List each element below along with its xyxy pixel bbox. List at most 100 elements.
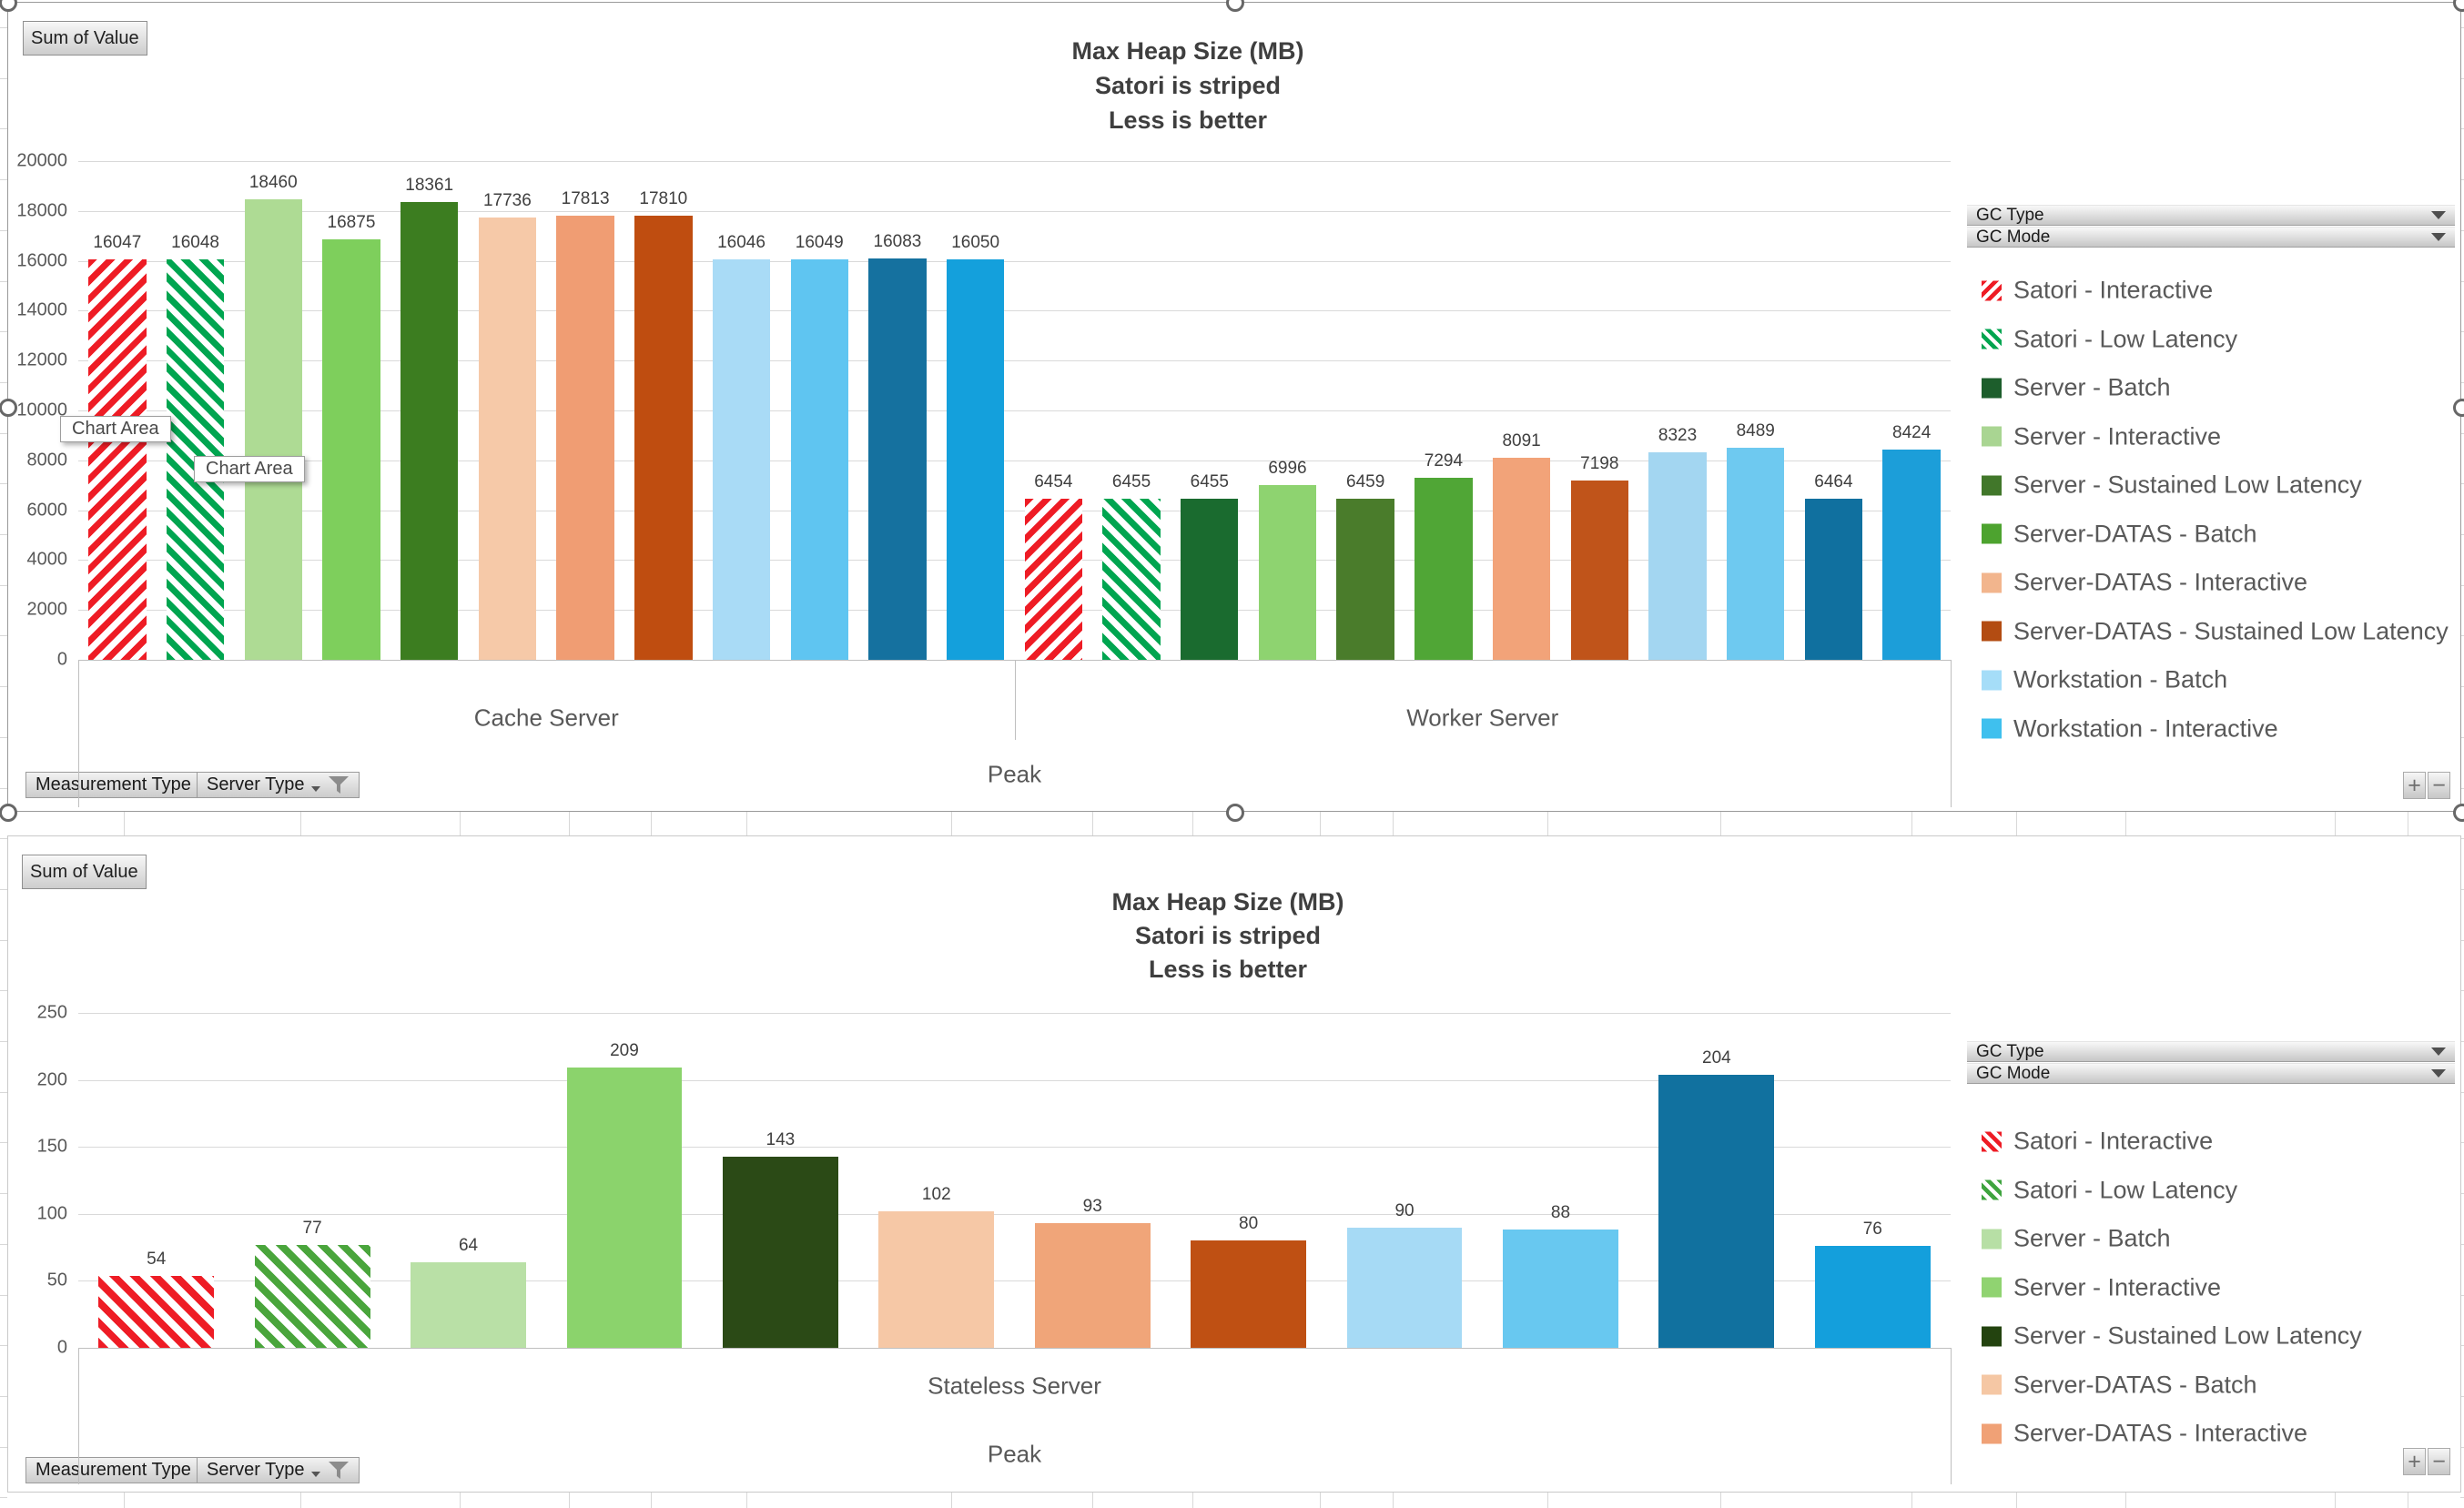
- gc-mode-dropdown[interactable]: GC Mode: [1967, 1063, 2455, 1084]
- selection-handle[interactable]: [0, 804, 17, 822]
- bar[interactable]: [556, 215, 614, 660]
- bar[interactable]: [1336, 499, 1394, 660]
- legend-item[interactable]: Satori - Low Latency: [1982, 1176, 2237, 1204]
- row-gridline: [0, 1193, 7, 1195]
- bar[interactable]: [400, 201, 459, 660]
- pivot-chart-stateless[interactable]: Sum of Value Max Heap Size (MB) Satori i…: [7, 835, 2461, 1493]
- legend-item[interactable]: Server-DATAS - Batch: [1982, 520, 2257, 548]
- legend-item-label: Workstation - Interactive: [2013, 714, 2278, 742]
- bar[interactable]: [411, 1261, 526, 1348]
- bar-value-label: 209: [610, 1041, 639, 1061]
- bar[interactable]: [254, 1244, 370, 1348]
- selection-handle[interactable]: [1226, 0, 1244, 12]
- row-gridline: [0, 77, 7, 79]
- legend-item[interactable]: Server-DATAS - Batch: [1982, 1371, 2257, 1399]
- legend-item[interactable]: Satori - Low Latency: [1982, 325, 2237, 353]
- gc-type-dropdown[interactable]: GC Type: [1967, 205, 2455, 226]
- legend-item[interactable]: Server-DATAS - Interactive: [1982, 569, 2307, 597]
- row-gridline: [0, 939, 7, 941]
- bar[interactable]: [1415, 478, 1473, 660]
- legend-item[interactable]: Server - Batch: [1982, 374, 2171, 402]
- bar[interactable]: [244, 199, 302, 660]
- zoom-in-button[interactable]: +: [2403, 772, 2426, 799]
- bar[interactable]: [1648, 451, 1707, 660]
- legend-item[interactable]: Workstation - Batch: [1982, 666, 2227, 694]
- legend-item[interactable]: Server - Sustained Low Latency: [1982, 471, 2362, 500]
- axis-separator: [1014, 660, 1016, 740]
- selection-handle[interactable]: [1226, 804, 1244, 822]
- row-gridline: [0, 27, 7, 28]
- row-gridline: [2460, 483, 2464, 485]
- column-gridline: [1092, 811, 1093, 835]
- value-field-button[interactable]: Sum of Value: [22, 855, 147, 889]
- server-type-filter-button[interactable]: Server Type: [197, 1457, 360, 1483]
- bar[interactable]: [478, 218, 537, 660]
- bar[interactable]: [722, 1156, 838, 1348]
- bar[interactable]: [712, 259, 771, 660]
- bar[interactable]: [1727, 448, 1785, 660]
- selection-handle[interactable]: [2453, 399, 2464, 417]
- row-gridline: [0, 736, 7, 738]
- row-gridline: [2460, 1041, 2464, 1042]
- bar[interactable]: [790, 259, 848, 660]
- row-gridline: [0, 1091, 7, 1093]
- bar[interactable]: [1658, 1074, 1775, 1348]
- column-gridline: [1547, 1492, 1548, 1508]
- row-gridline: [0, 1243, 7, 1245]
- selection-handle[interactable]: [0, 399, 17, 417]
- server-type-filter-button[interactable]: Server Type: [197, 772, 360, 798]
- legend-item[interactable]: Satori - Interactive: [1982, 1128, 2213, 1156]
- legend-item[interactable]: Satori - Interactive: [1982, 277, 2213, 305]
- bar[interactable]: [634, 216, 693, 660]
- legend-item[interactable]: Workstation - Interactive: [1982, 714, 2278, 743]
- column-gridline: [1393, 811, 1394, 835]
- value-field-button[interactable]: Sum of Value: [23, 21, 147, 56]
- legend-item[interactable]: Server - Interactive: [1982, 1273, 2221, 1301]
- row-gridline: [0, 1497, 7, 1499]
- legend-item[interactable]: Server - Batch: [1982, 1225, 2171, 1253]
- row-gridline: [0, 888, 7, 890]
- bar[interactable]: [1102, 499, 1161, 660]
- selection-handle[interactable]: [2453, 804, 2464, 822]
- bar[interactable]: [1181, 499, 1239, 660]
- bar[interactable]: [1804, 498, 1863, 660]
- zoom-out-button[interactable]: −: [2428, 1448, 2450, 1475]
- bar[interactable]: [1492, 458, 1551, 660]
- axis-separator: [1951, 740, 1952, 807]
- legend-item[interactable]: Server-DATAS - Interactive: [1982, 1420, 2307, 1448]
- legend-item[interactable]: Server - Interactive: [1982, 422, 2221, 450]
- bar[interactable]: [878, 1210, 995, 1348]
- gc-mode-dropdown[interactable]: GC Mode: [1967, 227, 2455, 248]
- selection-handle[interactable]: [2453, 0, 2464, 12]
- bar[interactable]: [1882, 450, 1941, 660]
- pivot-chart-servers[interactable]: Sum of Value Max Heap Size (MB) Satori i…: [0, 0, 2464, 822]
- bar[interactable]: [868, 258, 927, 660]
- bar[interactable]: [1503, 1230, 1618, 1348]
- bar-value-label: 8323: [1658, 425, 1698, 445]
- legend-item[interactable]: Server - Sustained Low Latency: [1982, 1322, 2362, 1351]
- row-gridline: [2460, 1395, 2464, 1397]
- chevron-down-icon: [2431, 1069, 2446, 1078]
- bar[interactable]: [1346, 1227, 1463, 1348]
- bar[interactable]: [946, 259, 1005, 660]
- bar[interactable]: [1258, 485, 1317, 660]
- bar[interactable]: [98, 1275, 215, 1348]
- zoom-out-button[interactable]: −: [2428, 772, 2450, 799]
- row-gridline: [0, 1142, 7, 1144]
- bar[interactable]: [1191, 1240, 1307, 1348]
- bar[interactable]: [88, 259, 147, 660]
- bar[interactable]: [566, 1068, 683, 1348]
- zoom-in-button[interactable]: +: [2403, 1448, 2426, 1475]
- bar[interactable]: [1570, 480, 1629, 660]
- row-gridline: [0, 483, 7, 485]
- bar[interactable]: [1034, 1223, 1151, 1348]
- row-gridline: [2460, 1193, 2464, 1195]
- bar-value-label: 54: [147, 1249, 167, 1269]
- row-gridline: [2460, 229, 2464, 231]
- bar[interactable]: [322, 238, 380, 660]
- bar[interactable]: [1024, 499, 1083, 660]
- selection-handle[interactable]: [0, 0, 17, 12]
- gc-type-dropdown[interactable]: GC Type: [1967, 1041, 2455, 1062]
- bar[interactable]: [1814, 1246, 1931, 1348]
- legend-item[interactable]: Server-DATAS - Sustained Low Latency: [1982, 617, 2449, 645]
